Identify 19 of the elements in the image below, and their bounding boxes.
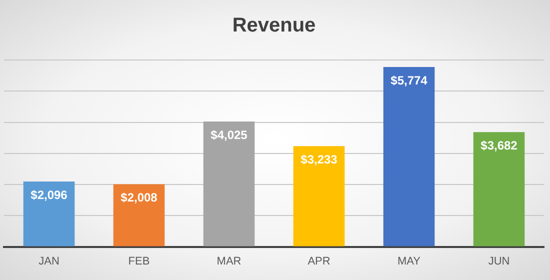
bar <box>113 184 165 246</box>
x-tick-label: JUN <box>488 255 510 268</box>
data-label: $2,008 <box>120 190 158 205</box>
bar <box>383 67 435 246</box>
x-tick-label: JAN <box>38 255 60 268</box>
bar <box>293 146 345 246</box>
x-tick-label: FEB <box>128 255 150 268</box>
data-label: $2,096 <box>30 188 68 202</box>
bar <box>473 132 525 246</box>
data-label: $3,682 <box>480 138 518 152</box>
x-tick-label: APR <box>308 255 330 268</box>
data-label: $3,233 <box>300 152 338 166</box>
bar <box>203 121 255 246</box>
bar <box>23 182 75 246</box>
data-label: $4,025 <box>210 128 248 142</box>
chart-title: Revenue <box>232 14 316 37</box>
data-label: $5,774 <box>390 73 428 88</box>
x-tick-label: MAR <box>216 255 242 268</box>
x-tick-label: MAY <box>397 255 422 268</box>
